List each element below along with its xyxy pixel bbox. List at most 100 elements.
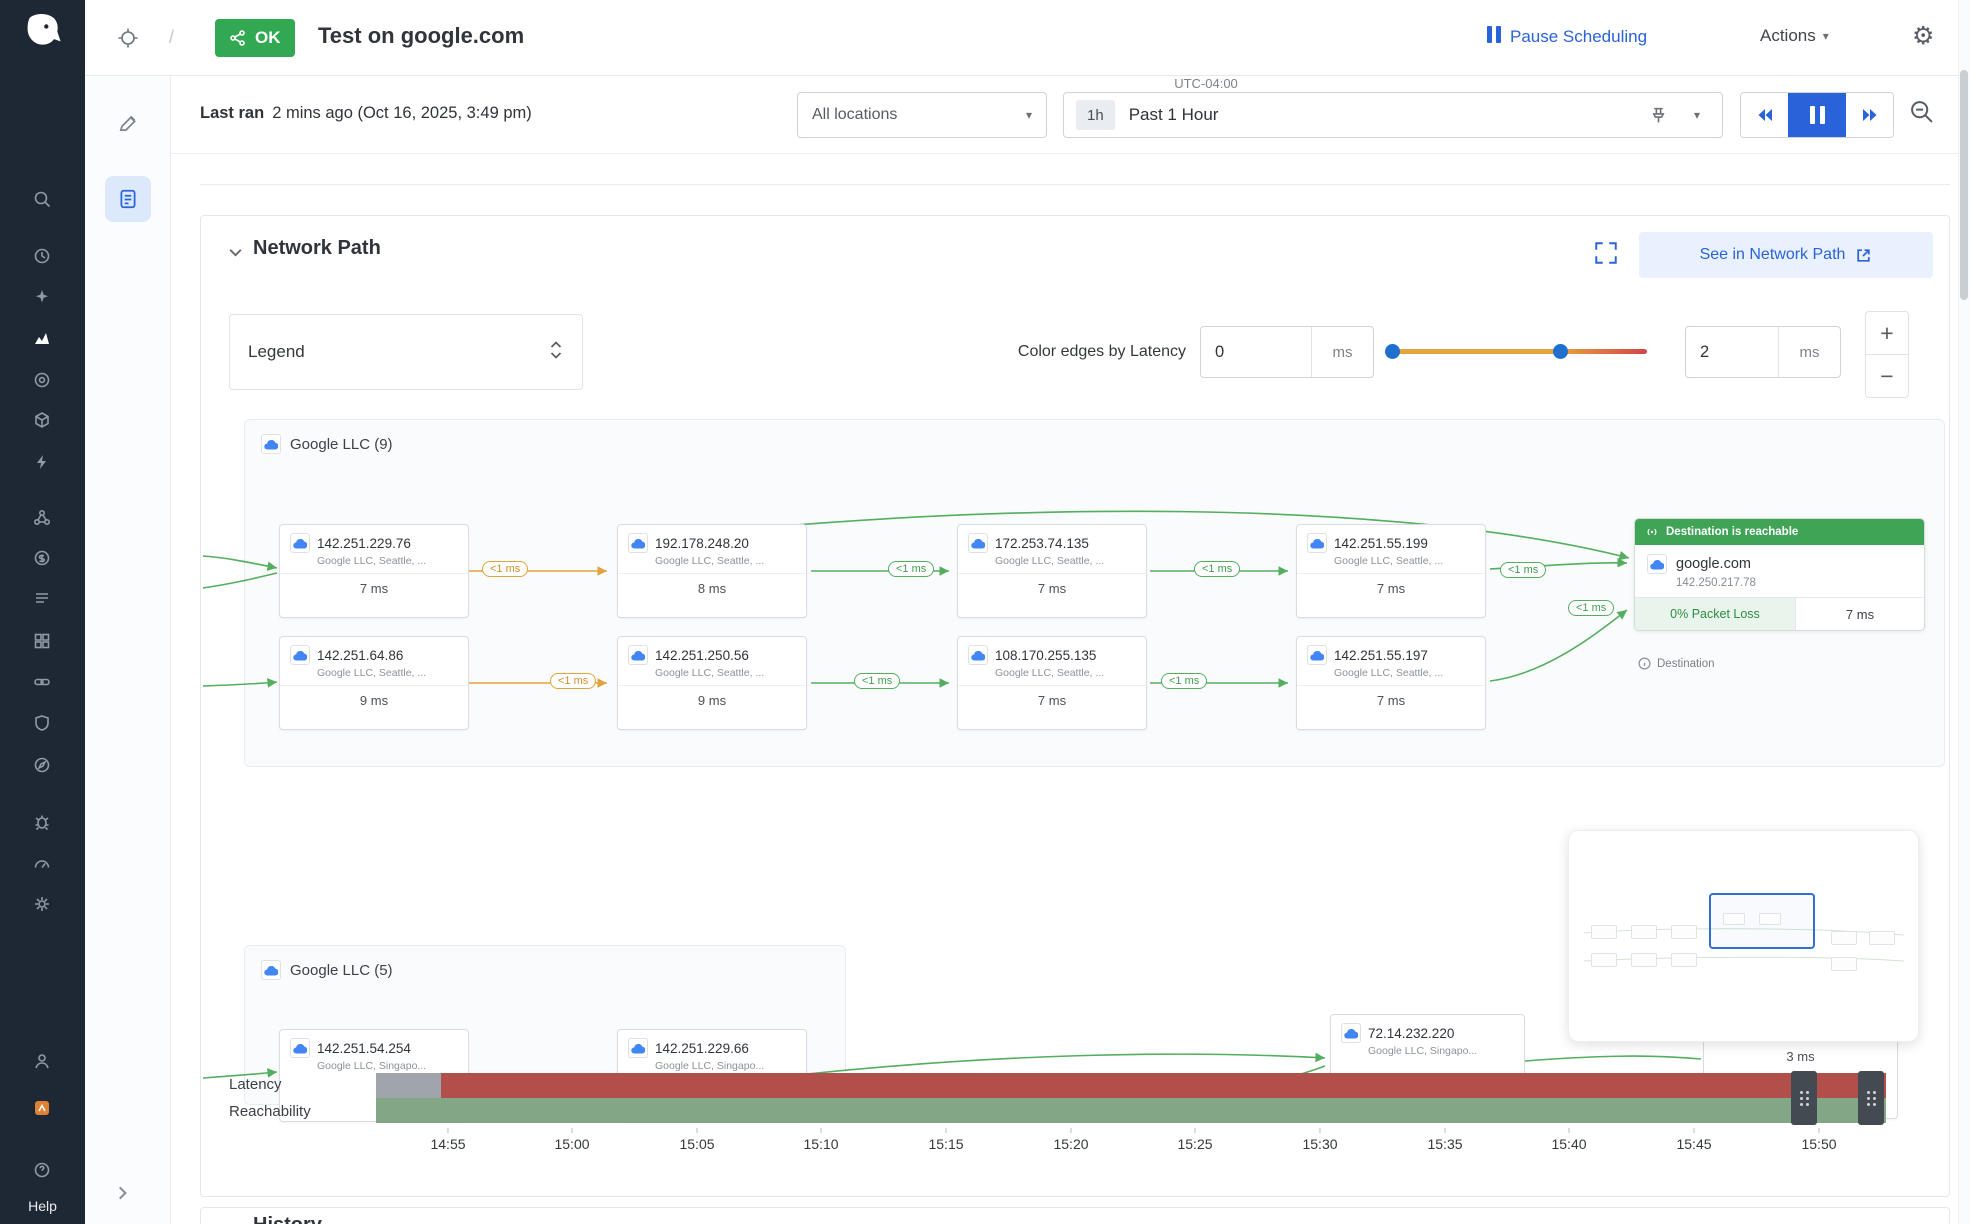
time-tick: 15:05 — [679, 1128, 714, 1152]
network-node[interactable]: 142.251.64.86 Google LLC, Seattle, ... 9… — [279, 636, 469, 730]
monitors-icon[interactable] — [30, 851, 54, 875]
minimap-viewport[interactable] — [1709, 893, 1815, 949]
toolbar: Last ran 2 mins ago (Oct 16, 2025, 3:49 … — [171, 76, 1970, 154]
locations-select[interactable]: All locations ▾ — [797, 92, 1047, 138]
pause-scheduling-button[interactable]: Pause Scheduling — [1487, 26, 1647, 48]
ci-cd-icon[interactable] — [30, 810, 54, 834]
network-node[interactable]: 192.178.248.20 Google LLC, Seattle, ... … — [617, 524, 807, 618]
collapse-chevron-icon[interactable] — [227, 1220, 244, 1224]
settings-gear-icon[interactable]: ⚙ — [1912, 22, 1935, 50]
collapse-chevron-icon[interactable] — [227, 244, 244, 266]
node-ip: 142.251.250.56 — [655, 647, 749, 663]
latency-bar[interactable] — [376, 1073, 1886, 1098]
node-org: Google LLC, Seattle, ... — [655, 555, 765, 567]
range-value: Past 1 Hour — [1128, 105, 1219, 124]
legend-label: Legend — [248, 342, 305, 361]
help-label[interactable]: Help — [28, 1198, 57, 1214]
latency-min-input[interactable] — [1201, 327, 1311, 377]
integrations-icon[interactable] — [30, 670, 54, 694]
apm-icon[interactable] — [30, 368, 54, 392]
legend-dropdown[interactable]: Legend — [229, 314, 583, 390]
time-range-control[interactable]: 1h Past 1 Hour ▾ — [1063, 92, 1723, 138]
events-icon[interactable] — [30, 450, 54, 474]
service-map-icon[interactable] — [30, 506, 54, 530]
minimap-node — [1671, 925, 1697, 939]
network-node[interactable]: 142.251.250.56 Google LLC, Seattle, ... … — [617, 636, 807, 730]
rail-item-summary[interactable] — [105, 176, 151, 222]
destination-caption: Destination — [1638, 657, 1715, 670]
destination-node[interactable]: Destination is reachable google.com 142.… — [1634, 518, 1925, 631]
reachability-bar[interactable] — [376, 1098, 1886, 1123]
gcp-cloud-icon — [968, 533, 988, 553]
brush-handle-right[interactable] — [1858, 1071, 1884, 1125]
node-latency: 9 ms — [618, 685, 806, 714]
node-latency: 7 ms — [1297, 685, 1485, 714]
actions-dropdown[interactable]: Actions ▾ — [1760, 26, 1829, 46]
time-tick: 15:35 — [1427, 1128, 1462, 1152]
logs-icon[interactable] — [30, 587, 54, 611]
edge-latency-label: <1 ms — [1500, 562, 1547, 578]
edge-latency-label: <1 ms — [1161, 673, 1208, 689]
network-node[interactable]: 172.253.74.135 Google LLC, Seattle, ... … — [957, 524, 1147, 618]
vertical-scrollbar[interactable] — [1958, 0, 1970, 1224]
asn-group-label: Google LLC (9) — [290, 435, 393, 453]
node-latency: 7 ms — [1297, 573, 1485, 602]
bits-ai-icon[interactable] — [30, 1096, 54, 1120]
latency-max-input[interactable] — [1686, 327, 1778, 377]
scope-target-icon[interactable] — [117, 27, 139, 54]
network-node[interactable]: 142.251.55.199 Google LLC, Seattle, ... … — [1296, 524, 1486, 618]
zoom-out-search-icon[interactable] — [1908, 98, 1936, 131]
brush-handle-left[interactable] — [1791, 1071, 1817, 1125]
edit-pencil-icon[interactable] — [117, 112, 139, 139]
network-node[interactable]: 142.251.229.76 Google LLC, Seattle, ... … — [279, 524, 469, 618]
node-ip: 142.251.229.76 — [317, 535, 411, 551]
workflows-icon[interactable] — [30, 892, 54, 916]
security-icon[interactable] — [30, 711, 54, 735]
watchdog-icon[interactable] — [30, 285, 54, 309]
gcp-cloud-icon — [1647, 554, 1667, 574]
previous-card-edge — [200, 184, 1950, 185]
chevron-down-icon[interactable]: ▾ — [1694, 108, 1701, 122]
expand-rail-button[interactable] — [113, 1184, 131, 1207]
chevron-down-icon: ▾ — [1025, 108, 1032, 122]
recent-icon[interactable] — [30, 244, 54, 268]
datadog-logo-icon[interactable] — [21, 10, 65, 54]
time-tick: 15:50 — [1801, 1128, 1836, 1152]
status-badge[interactable]: OK — [215, 19, 295, 57]
node-latency: 7 ms — [280, 573, 468, 602]
metrics-icon[interactable] — [30, 326, 54, 350]
synthetics-icon[interactable] — [30, 753, 54, 777]
packet-loss-badge: 0% Packet Loss — [1635, 598, 1795, 630]
dashboards-icon[interactable] — [30, 629, 54, 653]
step-forward-button[interactable] — [1846, 93, 1893, 137]
graph-minimap[interactable] — [1568, 830, 1919, 1042]
edge-latency-label: <1 ms — [854, 673, 901, 689]
help-circle-icon[interactable] — [30, 1158, 54, 1182]
see-in-network-path-button[interactable]: See in Network Path — [1639, 232, 1933, 278]
gcp-cloud-icon — [290, 645, 310, 665]
zoom-in-button[interactable]: + — [1865, 311, 1909, 355]
scrollbar-thumb[interactable] — [1960, 70, 1968, 300]
pin-icon[interactable] — [1649, 106, 1668, 130]
slider-handle-min[interactable] — [1385, 344, 1400, 359]
node-ip: 142.251.229.66 — [655, 1040, 749, 1056]
step-back-button[interactable] — [1741, 93, 1788, 137]
infrastructure-icon[interactable] — [30, 408, 54, 432]
slider-handle-mid[interactable] — [1553, 344, 1568, 359]
network-node[interactable]: 108.170.255.135 Google LLC, Seattle, ...… — [957, 636, 1147, 730]
locations-value: All locations — [812, 106, 898, 123]
search-icon[interactable] — [30, 187, 54, 211]
cloud-cost-icon[interactable] — [30, 546, 54, 570]
network-node[interactable]: 142.251.55.197 Google LLC, Seattle, ... … — [1296, 636, 1486, 730]
top-header: / OK Test on google.com Pause Scheduling… — [85, 0, 1970, 76]
zoom-out-button[interactable]: − — [1865, 354, 1909, 398]
minimap-node — [1631, 953, 1657, 967]
node-org: Google LLC, Singapo... — [655, 1060, 765, 1072]
fleet-icon[interactable] — [30, 1049, 54, 1073]
pause-playback-button[interactable] — [1788, 93, 1846, 137]
latency-gradient-slider[interactable] — [1391, 349, 1647, 354]
range-chip[interactable]: 1h — [1076, 100, 1115, 130]
fullscreen-expand-icon[interactable] — [1593, 240, 1619, 271]
latency-max-unit: ms — [1778, 327, 1840, 377]
time-tick: 15:10 — [803, 1128, 838, 1152]
